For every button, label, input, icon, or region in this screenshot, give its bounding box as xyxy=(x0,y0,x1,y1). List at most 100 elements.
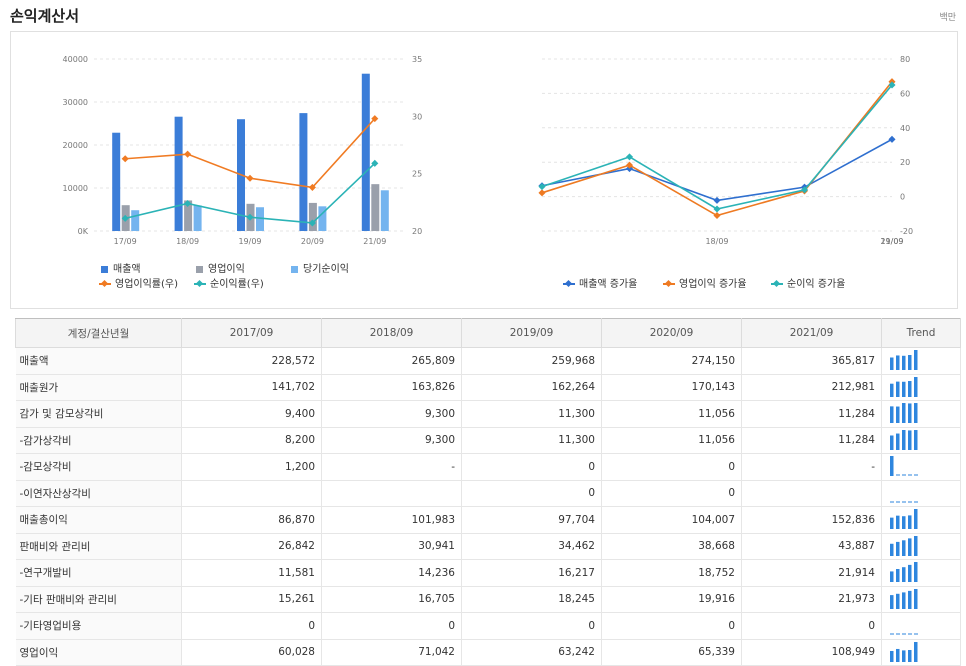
bar-net-income[interactable] xyxy=(380,190,389,231)
cell-value: 26,842 xyxy=(181,533,322,560)
y-left-tick: 30000 xyxy=(63,98,88,107)
operating-margin-point[interactable] xyxy=(246,174,254,182)
cell-value xyxy=(181,480,322,507)
bar-operating-profit[interactable] xyxy=(371,184,380,231)
legend-line xyxy=(563,279,575,288)
trend-bar xyxy=(908,430,912,450)
legend-net-income[interactable]: 당기순이익 xyxy=(291,260,349,275)
header-2020[interactable]: 2020/09 xyxy=(601,318,742,348)
legend-operating-profit[interactable]: 영업이익 xyxy=(196,260,245,275)
cell-value: 97,704 xyxy=(461,506,602,534)
table-row[interactable]: 매출액 228,572 265,809 259,968 274,150 365,817 xyxy=(15,347,961,375)
legend-label: 영업이익 xyxy=(208,264,245,275)
cell-value: 21,914 xyxy=(741,559,882,587)
row-label[interactable]: -연구개발비 xyxy=(15,559,182,587)
operating-margin-point[interactable] xyxy=(121,155,129,163)
operating-margin-point[interactable] xyxy=(184,150,192,158)
trend-bar xyxy=(902,429,906,450)
bar-sales[interactable] xyxy=(299,113,308,231)
bar-net-income[interactable] xyxy=(256,207,264,231)
operating-margin-point[interactable] xyxy=(371,115,379,123)
table-row[interactable]: 매출원가 141,702 163,826 162,264 170,143 212,981 xyxy=(15,374,961,401)
bar-net-income[interactable] xyxy=(193,205,202,231)
row-label[interactable]: 매출총이익 xyxy=(15,506,182,534)
row-label[interactable]: -감가상각비 xyxy=(15,427,182,454)
legend-net-growth[interactable]: 순이익 증가율 xyxy=(771,275,845,290)
net-growth-point[interactable] xyxy=(800,186,809,194)
sales-growth-point[interactable] xyxy=(713,196,721,204)
legend-sales[interactable]: 매출액 xyxy=(101,260,141,275)
table-row[interactable]: -연구개발비 11,581 14,236 16,217 18,752 21,914 xyxy=(15,559,961,587)
trend-bar xyxy=(902,567,906,583)
sales-growth-point[interactable] xyxy=(888,135,896,143)
y-tick: 80 xyxy=(900,55,910,64)
bar-sales[interactable] xyxy=(174,116,183,231)
row-label[interactable]: 영업이익 xyxy=(15,639,182,666)
legend-operating-margin[interactable]: 영업이익률(우) xyxy=(99,275,178,290)
header-2017[interactable]: 2017/09 xyxy=(181,318,322,348)
op-growth-point[interactable] xyxy=(625,161,634,169)
net-margin-point[interactable] xyxy=(371,159,379,167)
row-label[interactable]: 판매비와 관리비 xyxy=(15,533,182,560)
header-2021[interactable]: 2021/09 xyxy=(741,318,882,348)
op-growth-point[interactable] xyxy=(713,211,721,220)
bar-operating-profit[interactable] xyxy=(308,202,317,231)
row-label[interactable]: -감모상각비 xyxy=(15,453,182,481)
bar-sales[interactable] xyxy=(361,73,370,231)
legend-op-growth[interactable]: 영업이익 증가율 xyxy=(663,275,747,290)
cell-value: 163,826 xyxy=(321,374,462,401)
bar-net-income[interactable] xyxy=(131,210,140,231)
row-label[interactable]: 감가 및 감모상각비 xyxy=(15,400,182,428)
table-row[interactable]: 영업이익 60,028 71,042 63,242 65,339 108,949 xyxy=(15,639,961,666)
trend-sparkbars xyxy=(890,588,918,609)
table-row[interactable]: 감가 및 감모상각비 9,400 9,300 11,300 11,056 11,284 xyxy=(15,400,961,428)
legend-swatch xyxy=(196,265,203,273)
header-account: 계정/결산년월 xyxy=(15,318,182,348)
y-right-tick: 20 xyxy=(412,227,422,236)
cell-value: 265,809 xyxy=(321,347,462,375)
cell-value: 259,968 xyxy=(461,347,602,375)
trend-bar xyxy=(914,588,918,609)
table-row[interactable]: 판매비와 관리비 26,842 30,941 34,462 38,668 43,887 xyxy=(15,533,961,560)
row-label[interactable]: 매출원가 xyxy=(15,374,182,401)
trend-bar xyxy=(908,380,912,397)
cell-value: 152,836 xyxy=(741,506,882,534)
net-growth-point[interactable] xyxy=(888,81,896,89)
cell-value: 34,462 xyxy=(461,533,602,560)
table-row[interactable]: -기타영업비용 0 0 0 0 0 xyxy=(15,612,961,640)
cell-value: - xyxy=(321,453,462,481)
row-label[interactable]: -기타영업비용 xyxy=(15,612,182,640)
header-2019[interactable]: 2019/09 xyxy=(461,318,602,348)
legend-net-margin[interactable]: 순이익률(우) xyxy=(194,275,264,290)
cell-value: 170,143 xyxy=(601,374,742,401)
trend-bar xyxy=(908,538,912,556)
net-margin-point[interactable] xyxy=(308,219,316,227)
net-growth-point[interactable] xyxy=(625,153,634,161)
row-label[interactable]: 매출액 xyxy=(15,347,182,375)
row-label[interactable]: -이연자산상각비 xyxy=(15,480,182,507)
table-row[interactable]: -감가상각비 8,200 9,300 11,300 11,056 11,284 xyxy=(15,427,961,454)
header-2018[interactable]: 2018/09 xyxy=(321,318,462,348)
table-row[interactable]: -감모상각비 1,200-0 0- xyxy=(15,453,961,481)
cell-value: 19,916 xyxy=(601,586,742,613)
table-row[interactable]: -기타 판매비와 관리비 15,261 16,705 18,245 19,916 21,9… xyxy=(15,586,961,613)
trend-bar xyxy=(908,565,912,583)
bar-operating-profit[interactable] xyxy=(184,200,193,231)
legend-label: 순이익률(우) xyxy=(210,279,264,290)
net-margin-point[interactable] xyxy=(121,214,129,222)
net-margin-point[interactable] xyxy=(184,199,192,208)
bar-net-income[interactable] xyxy=(318,206,327,231)
net-growth-point[interactable] xyxy=(538,183,546,191)
row-label[interactable]: -기타 판매비와 관리비 xyxy=(15,586,182,613)
legend-sales-growth[interactable]: 매출액 증가율 xyxy=(563,275,637,290)
cell-value: 0 xyxy=(461,480,602,507)
op-growth-point[interactable] xyxy=(538,189,546,197)
trend-sparkbars xyxy=(890,350,918,371)
bar-sales[interactable] xyxy=(112,132,121,231)
cell-value: 0 xyxy=(601,480,742,507)
operating-margin-point[interactable] xyxy=(308,183,316,191)
table-row[interactable]: 매출총이익 86,870 101,983 97,704 104,007 152,836 xyxy=(15,506,961,534)
table-row[interactable]: -이연자산상각비 0 0 xyxy=(15,480,961,507)
net-margin-point[interactable] xyxy=(246,213,254,221)
net-growth-point[interactable] xyxy=(713,205,721,213)
